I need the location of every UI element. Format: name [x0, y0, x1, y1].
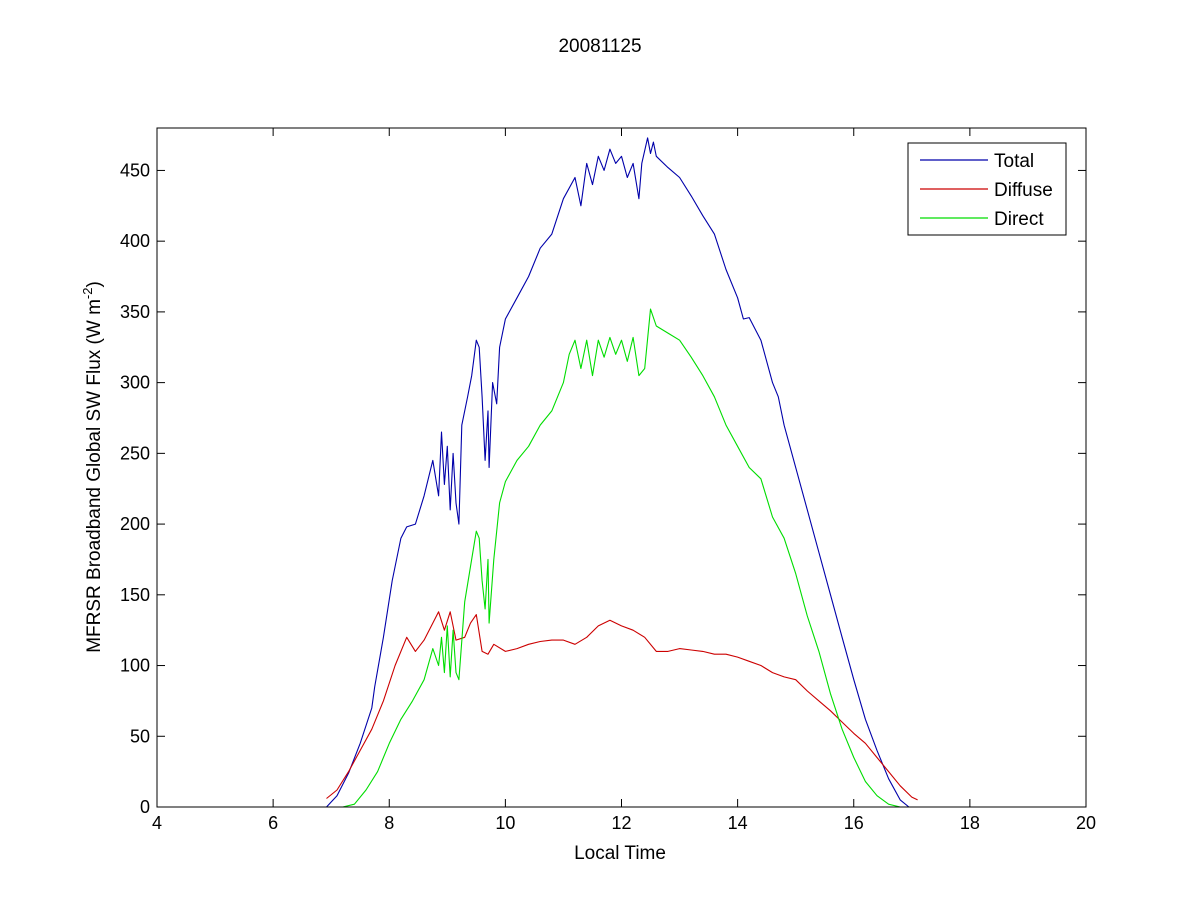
x-tick-label: 16 — [844, 813, 864, 833]
y-tick-label: 100 — [120, 656, 150, 676]
axes-layer: 4 6 8 10 12 14 16 18 200501001502002503003504004… — [120, 127, 1096, 833]
y-tick-label: 200 — [120, 514, 150, 534]
x-tick-label: 4 — [152, 813, 162, 833]
legend: Total Diffuse Direct — [907, 142, 1067, 236]
x-tick-label: 20 — [1076, 813, 1096, 833]
y-axis-label-close: ) — [84, 281, 105, 287]
x-tick-label: 14 — [728, 813, 748, 833]
y-tick-label: 450 — [120, 160, 150, 180]
x-tick-label: 18 — [960, 813, 980, 833]
y-tick-label: 350 — [120, 302, 150, 322]
x-tick-label: 12 — [611, 813, 631, 833]
x-tick-label: 10 — [495, 813, 515, 833]
y-axis-label-superscript: -2 — [80, 288, 95, 300]
y-tick-label: 300 — [120, 373, 150, 393]
chart-title: 20081125 — [558, 36, 641, 57]
series-line-direct — [328, 308, 901, 808]
legend-label-total: Total — [994, 151, 1034, 172]
x-tick-label: 8 — [384, 813, 394, 833]
x-axis-label: Local Time — [574, 843, 666, 864]
y-tick-label: 0 — [140, 797, 150, 817]
series-line-total — [326, 137, 910, 808]
y-tick-label: 400 — [120, 231, 150, 251]
y-axis-label-main: MFRSR Broadband Global SW Flux (W m — [84, 299, 105, 653]
series-line-diffuse — [326, 611, 918, 801]
y-tick-label: 250 — [120, 443, 150, 463]
x-tick-label: 6 — [268, 813, 278, 833]
y-axis-label: MFRSR Broadband Global SW Flux (W m-2) — [80, 281, 105, 653]
y-tick-label: 50 — [130, 726, 150, 746]
series-layer — [326, 137, 918, 808]
plot-background — [157, 128, 1086, 807]
y-tick-label: 150 — [120, 585, 150, 605]
legend-label-direct: Direct — [994, 209, 1044, 230]
legend-label-diffuse: Diffuse — [994, 180, 1053, 201]
plot-area — [157, 128, 1086, 807]
